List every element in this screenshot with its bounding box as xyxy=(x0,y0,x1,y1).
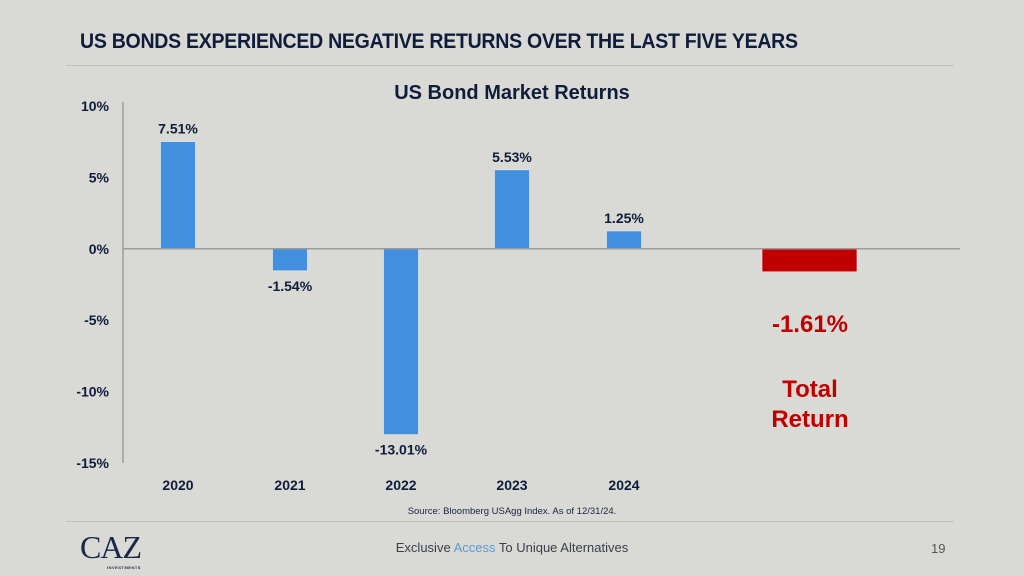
tagline-pre: Exclusive xyxy=(395,540,454,555)
tagline-accent: Access xyxy=(453,540,496,555)
footer-divider xyxy=(66,521,954,522)
total-return-caption-line1: Total xyxy=(782,376,838,403)
y-tick-label: -5% xyxy=(84,312,109,328)
data-label-2024: 1.25% xyxy=(604,210,644,226)
bar-2021 xyxy=(272,248,308,272)
y-tick-label: -10% xyxy=(76,384,109,400)
caz-logo-subtitle: INVESTMENTS xyxy=(107,565,141,570)
data-label-2021: -1.54% xyxy=(268,278,313,294)
y-tick-label: -15% xyxy=(76,455,109,471)
footer-tagline: Exclusive Access To Unique Alternatives xyxy=(0,540,1024,555)
x-tick-label: 2024 xyxy=(608,477,639,493)
chart-title: US Bond Market Returns xyxy=(394,82,630,104)
x-tick-label: 2023 xyxy=(496,477,527,493)
bar-2020 xyxy=(160,141,196,250)
bar-2024 xyxy=(606,230,642,250)
caz-logo: CAZ xyxy=(80,529,142,565)
total-return-caption: Total Return xyxy=(740,375,880,435)
x-tick-label: 2020 xyxy=(162,477,193,493)
y-tick-label: 5% xyxy=(89,169,110,185)
x-tick-label: 2022 xyxy=(385,477,416,493)
y-tick-label: 10% xyxy=(81,98,110,114)
bar-total-return xyxy=(761,248,858,273)
title-divider xyxy=(66,65,954,66)
source-note: Source: Bloomberg USAgg Index. As of 12/… xyxy=(407,506,617,517)
bar-2023 xyxy=(494,169,530,250)
slide-title: US BONDS EXPERIENCED NEGATIVE RETURNS OV… xyxy=(80,30,798,53)
data-label-2023: 5.53% xyxy=(492,149,532,165)
data-label-2020: 7.51% xyxy=(158,121,198,137)
total-return-value: -1.61% xyxy=(771,311,849,338)
data-label-2022: -13.01% xyxy=(375,442,428,458)
page-number: 19 xyxy=(931,541,946,556)
bar-2022 xyxy=(383,248,419,435)
y-tick-label: 0% xyxy=(89,241,110,257)
total-return-caption-line2: Return xyxy=(771,406,849,433)
x-tick-label: 2021 xyxy=(274,477,305,493)
tagline-post: To Unique Alternatives xyxy=(495,540,629,555)
